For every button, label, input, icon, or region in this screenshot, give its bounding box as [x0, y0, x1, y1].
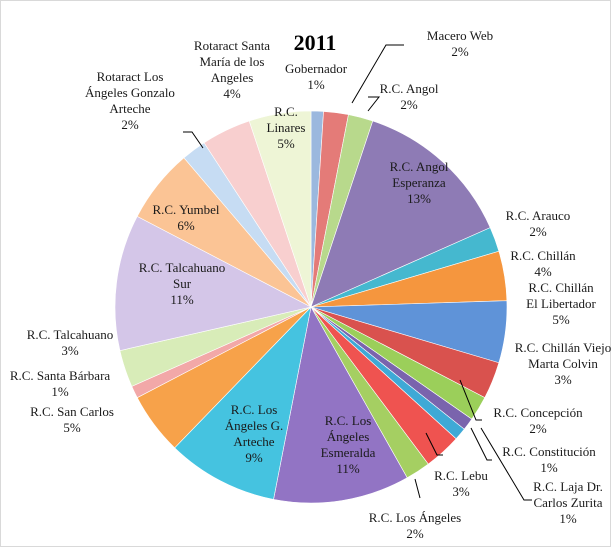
slice-name-label: R.C. Laja Dr. — [533, 479, 603, 494]
slice-percent-label: 2% — [529, 421, 547, 436]
slice-percent-label: 1% — [51, 384, 69, 399]
slice-name-label: R.C. Constitución — [502, 444, 596, 459]
slice-percent-label: 1% — [540, 460, 558, 475]
leader-line — [459, 379, 482, 421]
slice-name-label: R.C. — [274, 104, 298, 119]
slice-name-label: R.C. Angol — [380, 81, 439, 96]
pie-slice — [273, 306, 408, 504]
slice-name-label: Macero Web — [427, 28, 493, 43]
leader-line — [425, 432, 443, 456]
slice-percent-label: 1% — [307, 77, 325, 92]
pie-slice — [310, 120, 491, 308]
slice-name-label: R.C. Arauco — [506, 208, 571, 223]
slice-percent-label: 3% — [452, 484, 470, 499]
slice-name-label: María de los — [200, 54, 265, 69]
slice-name-label: R.C. Lebu — [434, 468, 488, 483]
slice-name-label: Ángeles Gonzalo — [85, 85, 175, 100]
slice-name-label: Carlos Zurita — [534, 495, 603, 510]
slice-name-label: R.C. Santa Bárbara — [10, 368, 111, 383]
pie-slices — [114, 110, 508, 504]
leader-line — [351, 44, 404, 104]
slice-percent-label: 2% — [406, 526, 424, 541]
slice-name-label: R.C. Talcahuano — [139, 260, 226, 275]
slice-percent-label: 5% — [552, 312, 570, 327]
slice-percent-label: 9% — [245, 450, 263, 465]
chart-title: 2011 — [294, 30, 337, 55]
pie-slice — [248, 110, 312, 308]
slice-name-label: Linares — [267, 120, 306, 135]
slice-percent-label: 4% — [223, 86, 241, 101]
slice-name-label: Ángeles — [327, 429, 370, 444]
slice-name-label: R.C. Chillán — [528, 280, 594, 295]
slice-percent-label: 3% — [554, 372, 572, 387]
slice-percent-label: 2% — [529, 224, 547, 239]
slice-name-label: El Libertador — [526, 296, 596, 311]
slice-percent-label: 5% — [63, 420, 81, 435]
slice-percent-label: 11% — [336, 461, 360, 476]
slice-name-label: R.C. San Carlos — [30, 404, 114, 419]
slice-name-label: R.C. Angol — [390, 159, 449, 174]
slice-name-label: Marta Colvin — [528, 356, 598, 371]
leader-line — [183, 131, 204, 149]
slice-percent-label: 3% — [61, 343, 79, 358]
slice-name-label: Angeles — [211, 70, 254, 85]
slice-name-label: Arteche — [109, 101, 150, 116]
slice-name-label: Sur — [173, 276, 192, 291]
slice-percent-label: 5% — [277, 136, 295, 151]
leader-lines — [183, 44, 532, 501]
slice-name-label: R.C. Los — [231, 402, 278, 417]
slice-percent-label: 6% — [177, 218, 195, 233]
leader-line — [414, 478, 421, 499]
leader-line — [367, 96, 381, 112]
slice-name-label: R.C. Los Ángeles — [369, 510, 461, 525]
slice-name-label: Rotaract Santa — [194, 38, 270, 53]
leader-line — [470, 427, 492, 461]
slice-percent-label: 2% — [451, 44, 469, 59]
slice-name-label: R.C. Concepción — [493, 405, 583, 420]
slice-name-label: Ángeles G. — [225, 418, 284, 433]
leader-line — [480, 427, 532, 501]
slice-name-label: R.C. Talcahuano — [27, 327, 114, 342]
pie-slice — [174, 306, 312, 500]
slice-percent-label: 4% — [534, 264, 552, 279]
slice-percent-label: 11% — [170, 292, 194, 307]
slice-name-label: R.C. Yumbel — [152, 202, 219, 217]
pie-slice — [114, 215, 312, 351]
slice-name-label: R.C. Los — [325, 413, 372, 428]
slice-name-label: Esmeralda — [321, 445, 376, 460]
slice-name-label: Esperanza — [392, 175, 446, 190]
slice-percent-label: 13% — [407, 191, 431, 206]
slice-name-label: Gobernador — [285, 61, 348, 76]
slice-percent-label: 2% — [121, 117, 139, 132]
slice-name-label: Rotaract Los — [97, 69, 164, 84]
slice-name-label: R.C. Chillán — [510, 248, 576, 263]
slice-percent-label: 1% — [559, 511, 577, 526]
slice-percent-label: 2% — [400, 97, 418, 112]
slice-name-label: R.C. Chillán Viejo — [515, 340, 611, 355]
slice-name-label: Arteche — [233, 434, 274, 449]
